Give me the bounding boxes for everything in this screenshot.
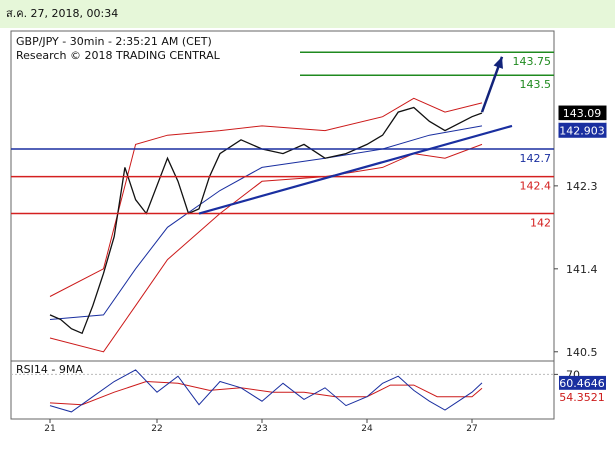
x-ticks-layer: 21 22 23 24 27 (44, 419, 478, 434)
rsi-ma-label: 54.3521 (559, 391, 605, 404)
price-box-2 (558, 122, 607, 138)
price-box-label-0: 143.09 (563, 107, 602, 120)
x-tick-label-4: 27 (466, 424, 477, 434)
price-line (49, 106, 483, 335)
trendline-layer (198, 56, 513, 215)
x-tick-label-0: 21 (44, 424, 55, 434)
moving-average-layer (49, 125, 483, 320)
y-tick-label-0: 142.3 (566, 180, 598, 193)
y-ticks-layer: 142.3 141.4 140.5 (554, 180, 598, 359)
x-tick-label-1: 22 (151, 424, 162, 434)
chart-title: GBP/JPY - 30min - 2:35:21 AM (CET) (16, 35, 212, 48)
rsi-value-box (559, 375, 606, 390)
bollinger-layer (49, 97, 483, 353)
level-label-4: 142 (530, 217, 551, 230)
level-label-0: 143.75 (513, 55, 552, 68)
levels-layer: 143.75 143.5 142.7 142.4 142 (11, 51, 554, 230)
x-tick-label-3: 24 (361, 424, 373, 434)
bollinger-upper-line (49, 97, 483, 297)
date-label: ส.ค. 27, 2018, 00:34 (6, 7, 118, 20)
level-label-3: 142.4 (520, 180, 552, 193)
date-banner (0, 0, 615, 28)
trendline (198, 124, 513, 215)
level-label-2: 142.7 (520, 152, 552, 165)
rsi-ma-line (49, 380, 483, 406)
rsi-ma-box (559, 389, 606, 404)
rsi-value-label: 60.4646 (559, 377, 605, 390)
bollinger-lower-line (49, 143, 483, 353)
level-label-1: 143.5 (520, 78, 552, 91)
rsi-title: RSI14 - 9MA (16, 363, 83, 376)
rsi-panel (10, 360, 555, 420)
forecast-arrow-head (493, 56, 503, 69)
main-panel (10, 30, 555, 362)
price-box-label-2: 142.903 (559, 124, 605, 137)
x-tick-label-2: 23 (256, 424, 267, 434)
price-layer (49, 106, 483, 335)
rsi-line (49, 369, 483, 413)
chart-subtitle: Research © 2018 TRADING CENTRAL (16, 49, 221, 62)
y-tick-label-1: 141.4 (566, 263, 598, 276)
moving-average-line (49, 125, 483, 320)
y-tick-label-2: 140.5 (566, 346, 598, 359)
